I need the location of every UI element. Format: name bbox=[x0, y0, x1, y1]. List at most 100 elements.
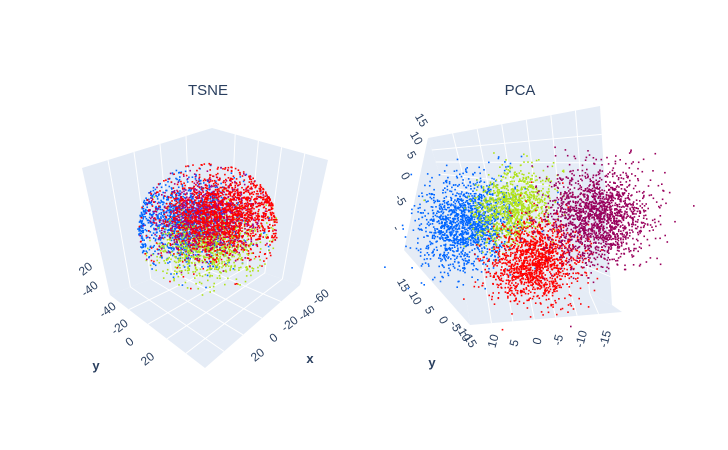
point bbox=[177, 215, 179, 217]
point bbox=[209, 169, 211, 171]
point bbox=[183, 253, 185, 256]
point bbox=[220, 216, 222, 219]
point bbox=[214, 219, 216, 222]
point bbox=[220, 237, 223, 240]
point bbox=[199, 224, 202, 226]
point bbox=[185, 245, 187, 247]
point bbox=[233, 194, 236, 196]
point bbox=[176, 241, 178, 244]
point bbox=[253, 207, 255, 210]
point bbox=[180, 225, 183, 227]
point bbox=[157, 208, 160, 210]
point bbox=[221, 250, 224, 252]
point bbox=[166, 268, 169, 271]
point bbox=[432, 255, 435, 257]
point bbox=[203, 247, 206, 250]
point bbox=[223, 255, 225, 258]
point bbox=[193, 225, 195, 228]
point bbox=[255, 201, 257, 204]
point bbox=[169, 261, 171, 263]
point bbox=[168, 232, 170, 234]
point bbox=[197, 226, 199, 229]
point bbox=[191, 247, 193, 250]
point bbox=[165, 179, 167, 181]
point bbox=[207, 235, 209, 238]
point bbox=[167, 262, 169, 264]
point bbox=[176, 235, 178, 237]
point bbox=[256, 244, 258, 246]
point bbox=[234, 228, 237, 230]
point bbox=[429, 231, 431, 234]
point bbox=[258, 203, 261, 205]
point bbox=[146, 206, 148, 208]
point bbox=[201, 221, 204, 224]
point bbox=[219, 239, 222, 242]
point bbox=[264, 212, 267, 215]
point bbox=[260, 189, 262, 191]
point bbox=[216, 215, 219, 218]
point bbox=[243, 206, 246, 209]
point bbox=[170, 239, 173, 242]
point bbox=[249, 243, 251, 246]
point bbox=[192, 226, 194, 229]
point bbox=[182, 202, 184, 204]
point bbox=[205, 260, 208, 263]
point bbox=[230, 212, 233, 215]
point bbox=[221, 216, 224, 218]
point bbox=[471, 231, 474, 233]
point bbox=[429, 196, 432, 199]
point bbox=[175, 219, 177, 221]
point bbox=[181, 237, 184, 240]
point bbox=[254, 212, 257, 215]
point bbox=[219, 238, 222, 241]
point bbox=[214, 225, 216, 227]
point bbox=[185, 220, 187, 222]
point bbox=[209, 286, 211, 289]
point bbox=[202, 187, 205, 190]
point bbox=[221, 242, 224, 245]
point bbox=[262, 188, 265, 191]
point bbox=[159, 219, 161, 221]
point bbox=[211, 220, 213, 223]
point bbox=[249, 211, 251, 213]
point bbox=[262, 198, 264, 201]
point bbox=[166, 214, 169, 217]
point bbox=[188, 196, 191, 199]
point bbox=[486, 257, 488, 260]
point bbox=[187, 238, 189, 240]
point bbox=[227, 277, 229, 280]
point bbox=[143, 213, 146, 215]
point bbox=[234, 167, 237, 170]
point bbox=[239, 255, 241, 257]
point bbox=[160, 217, 162, 220]
point bbox=[193, 203, 195, 206]
point bbox=[242, 180, 245, 183]
point bbox=[224, 283, 226, 286]
point bbox=[224, 227, 226, 230]
point bbox=[271, 204, 274, 206]
point bbox=[208, 204, 211, 207]
point bbox=[216, 249, 219, 251]
point bbox=[234, 260, 237, 262]
point bbox=[188, 188, 191, 191]
point bbox=[197, 256, 200, 259]
point bbox=[184, 281, 187, 284]
point bbox=[166, 220, 169, 222]
point bbox=[465, 221, 468, 224]
point bbox=[224, 248, 227, 250]
point bbox=[252, 225, 255, 228]
point bbox=[182, 234, 184, 237]
point bbox=[230, 220, 233, 223]
point bbox=[214, 268, 216, 270]
point bbox=[179, 254, 181, 256]
point bbox=[140, 213, 143, 215]
point bbox=[199, 206, 201, 208]
point bbox=[215, 254, 217, 257]
point bbox=[217, 166, 219, 169]
point bbox=[185, 234, 188, 237]
point bbox=[247, 233, 250, 235]
point bbox=[199, 237, 202, 240]
point bbox=[172, 212, 175, 215]
